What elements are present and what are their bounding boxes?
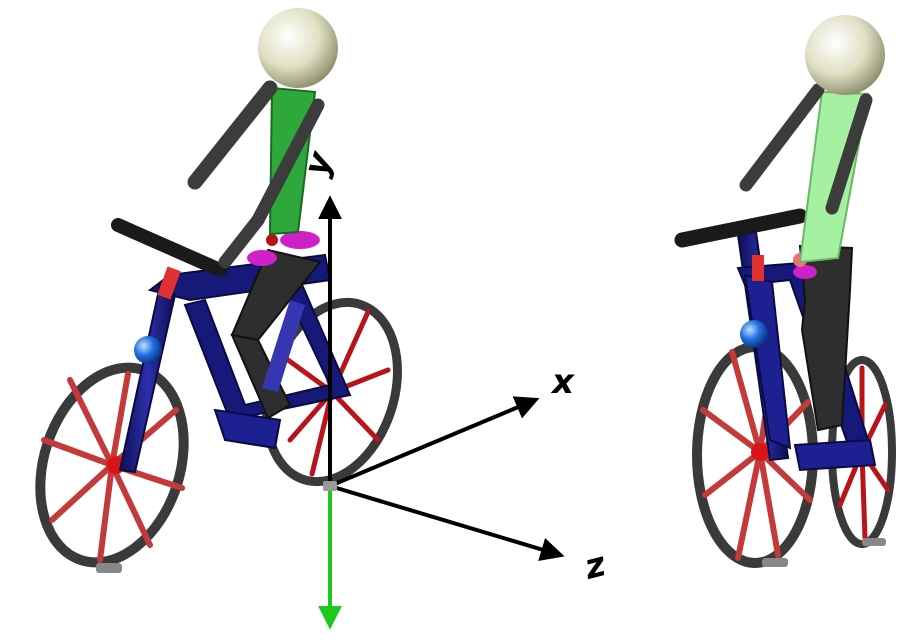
right-pelvis-joint: [793, 265, 817, 279]
right-bicycle: [674, 15, 896, 568]
right-rider-head: [805, 15, 885, 95]
left-rider-arms: [187, 80, 325, 269]
left-front-contact-point: [96, 563, 122, 573]
right-front-contact-point: [762, 558, 788, 567]
left-hip-marker: [266, 234, 278, 246]
x-axis-arrow: [329, 396, 540, 488]
left-handlebar: [111, 218, 227, 277]
left-steering-joint: [134, 336, 162, 364]
left-front-wheel: [35, 362, 189, 573]
left-head-tube-marker: [157, 266, 181, 300]
left-frame: [118, 253, 352, 474]
right-rider-leg: [798, 244, 854, 432]
right-front-wheel: [692, 342, 818, 568]
z-axis-label: z: [580, 544, 610, 588]
left-front-wheel-spokes: [41, 371, 185, 563]
right-front-wheel-spokes: [700, 347, 813, 561]
left-rider-head: [258, 8, 338, 88]
left-knee-joint: [247, 250, 277, 266]
left-pelvis-joint: [280, 231, 320, 249]
right-steering-joint: [740, 320, 768, 348]
origin-marker: [323, 481, 337, 491]
right-handlebar: [674, 208, 808, 248]
right-head-tube-marker: [752, 255, 764, 281]
coordinate-axes: y x z: [296, 146, 610, 630]
left-bicycle: [35, 8, 402, 573]
x-axis-label: x: [550, 362, 575, 402]
right-rear-contact-point: [862, 538, 886, 546]
right-front-hub: [751, 443, 769, 461]
right-rider-arms: [739, 83, 873, 215]
left-rider-legs: [230, 248, 322, 420]
z-axis-arrow: [329, 484, 565, 561]
